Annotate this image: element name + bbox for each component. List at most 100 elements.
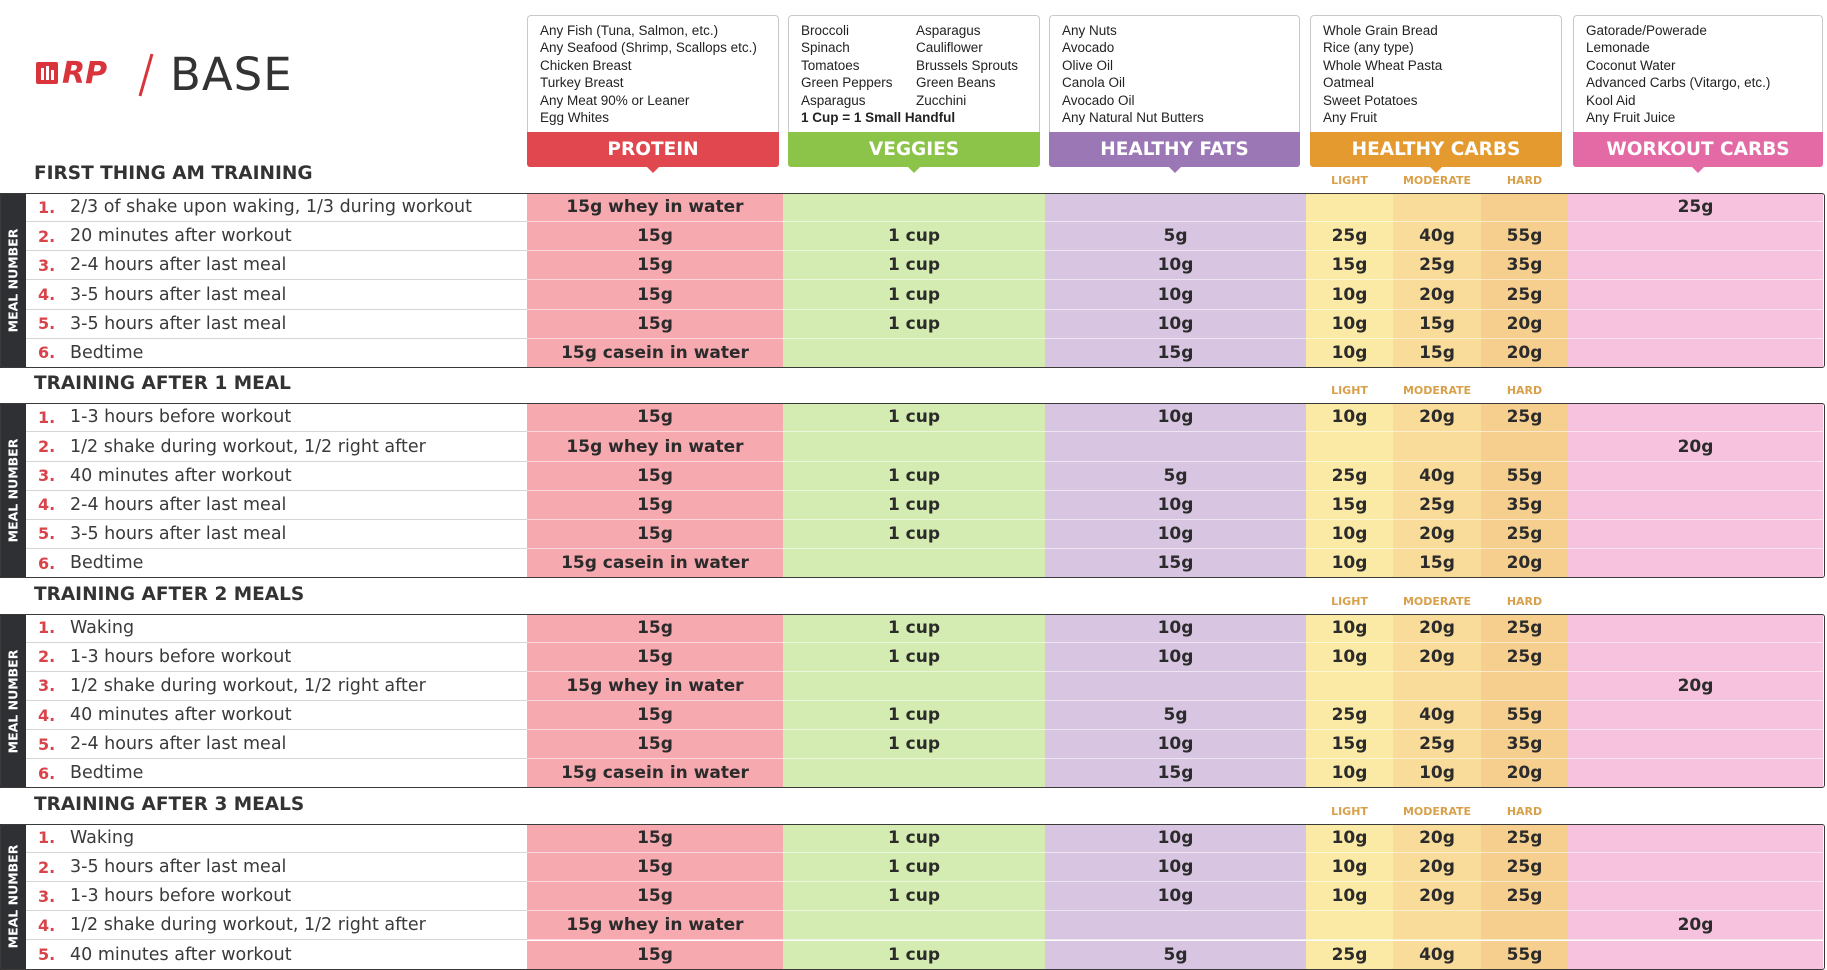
amount-cell bbox=[1568, 280, 1823, 310]
meal-text: 2/3 of shake upon waking, 1/3 during wor… bbox=[70, 197, 472, 218]
amount-cell: 25g bbox=[1481, 823, 1568, 854]
food-item: Olive Oil bbox=[1062, 57, 1114, 73]
amount-cell bbox=[783, 193, 1045, 223]
amount-cell bbox=[1306, 432, 1393, 462]
food-item: Brussels Sprouts bbox=[916, 57, 1019, 73]
food-item: Canola Oil bbox=[1062, 75, 1126, 91]
meal-number: 4. bbox=[38, 915, 56, 935]
amount-cell bbox=[1568, 549, 1823, 579]
amount-cell: 15g bbox=[527, 730, 783, 760]
amount-cell: 20g bbox=[1393, 519, 1481, 550]
meal-text: 3-5 hours after last meal bbox=[70, 313, 287, 334]
food-list: Any Fish (Tuna, Salmon, etc.) Any Seafood… bbox=[527, 15, 779, 132]
meal-text: 40 minutes after workout bbox=[70, 705, 292, 726]
meal-number: 2. bbox=[38, 857, 56, 877]
amount-cell: 40g bbox=[1393, 461, 1481, 491]
meal-description: 5. 40 minutes after workout bbox=[26, 940, 527, 970]
amount-cell: 10g bbox=[1306, 519, 1393, 550]
meal-text: 3-5 hours after last meal bbox=[70, 523, 287, 544]
amount-cell: 10g bbox=[1045, 882, 1306, 912]
amount-cell: 10g bbox=[1045, 853, 1306, 883]
amount-cell: 20g bbox=[1568, 671, 1823, 702]
amount-cell: 15g casein in water bbox=[527, 338, 783, 368]
carb-level: HARD bbox=[1506, 174, 1543, 187]
amount-cell bbox=[1568, 940, 1823, 970]
meal-text: 1-3 hours before workout bbox=[70, 886, 292, 907]
food-item: Any Natural Nut Butters bbox=[1062, 110, 1204, 126]
carb-level: LIGHT bbox=[1331, 594, 1368, 608]
amount-cell: 5g bbox=[1045, 222, 1306, 252]
amount-cell bbox=[1568, 222, 1823, 252]
amount-cell: 15g bbox=[1393, 549, 1481, 579]
side-label-text: MEAL NUMBER bbox=[5, 228, 21, 333]
meal-number: 6. bbox=[38, 553, 56, 573]
logo-text: RP bbox=[62, 56, 108, 91]
meal-text: Bedtime bbox=[70, 342, 144, 363]
food-list: Gatorade/Powerade Lemonade Coconut Water Ad… bbox=[1573, 15, 1823, 132]
food-item: Whole Wheat Pasta bbox=[1323, 57, 1443, 73]
label-pointer bbox=[1430, 167, 1442, 173]
amount-cell: 10g bbox=[1306, 613, 1393, 643]
meal-description: 1. Waking bbox=[26, 613, 527, 643]
food-group-label: PROTEIN bbox=[527, 132, 779, 167]
meal-text: Bedtime bbox=[70, 763, 144, 784]
label-pointer bbox=[908, 167, 920, 173]
side-label-text: MEAL NUMBER bbox=[5, 438, 21, 543]
amount-cell: 15g bbox=[1306, 730, 1393, 760]
meal-number: 4. bbox=[38, 705, 56, 725]
amount-cell: 15g bbox=[527, 403, 783, 433]
amount-cell: 10g bbox=[1045, 251, 1306, 281]
amount-cell: 1 cup bbox=[783, 701, 1045, 731]
amount-cell: 10g bbox=[1306, 642, 1393, 672]
meal-number: 5. bbox=[38, 524, 56, 544]
amount-cell bbox=[1568, 823, 1823, 854]
amount-cell: 10g bbox=[1393, 759, 1481, 789]
food-item: Kool Aid bbox=[1586, 92, 1636, 108]
amount-cell: 10g bbox=[1045, 613, 1306, 643]
amount-cell bbox=[1306, 193, 1393, 223]
amount-cell bbox=[1045, 911, 1306, 941]
meal-text: 40 minutes after workout bbox=[70, 465, 292, 486]
amount-cell: 25g bbox=[1393, 251, 1481, 281]
amount-cell: 15g bbox=[527, 309, 783, 339]
amount-cell: 1 cup bbox=[783, 642, 1045, 672]
food-item: Any Meat 90% or Leaner bbox=[540, 92, 690, 108]
amount-cell: 15g whey in water bbox=[527, 193, 783, 223]
food-item: Asparagus bbox=[916, 23, 981, 38]
amount-cell: 25g bbox=[1481, 280, 1568, 310]
meal-text: 1-3 hours before workout bbox=[70, 407, 292, 428]
amount-cell: 1 cup bbox=[783, 940, 1045, 970]
amount-cell: 15g bbox=[1045, 549, 1306, 579]
amount-cell: 1 cup bbox=[783, 251, 1045, 281]
food-item: Asparagus bbox=[801, 92, 866, 108]
food-item: Any Fruit bbox=[1323, 110, 1378, 126]
food-group-label: HEALTHY CARBS bbox=[1310, 132, 1562, 167]
food-item: Turkey Breast bbox=[540, 75, 624, 91]
label-pointer bbox=[647, 167, 659, 173]
amount-cell bbox=[1393, 193, 1481, 223]
amount-cell: 25g bbox=[1306, 222, 1393, 252]
amount-cell bbox=[1568, 309, 1823, 339]
carb-level: LIGHT bbox=[1331, 804, 1368, 818]
amount-cell: 15g bbox=[527, 222, 783, 252]
amount-cell: 25g bbox=[1306, 461, 1393, 491]
page-title: BASE bbox=[170, 48, 293, 101]
amount-cell: 40g bbox=[1393, 940, 1481, 970]
amount-cell bbox=[1481, 193, 1568, 223]
amount-cell: 10g bbox=[1306, 549, 1393, 579]
side-label-text: MEAL NUMBER bbox=[5, 844, 21, 949]
amount-cell: 15g bbox=[527, 642, 783, 672]
amount-cell: 15g bbox=[1306, 490, 1393, 520]
amount-cell bbox=[1045, 671, 1306, 702]
section-title: TRAINING AFTER 3 MEALS bbox=[34, 793, 305, 815]
food-column: Asparagus Cauliflower Brussels Sprouts Gree… bbox=[916, 22, 1018, 109]
amount-cell: 25g bbox=[1481, 642, 1568, 672]
amount-cell: 15g whey in water bbox=[527, 671, 783, 702]
amount-cell: 35g bbox=[1481, 490, 1568, 520]
amount-cell: 10g bbox=[1045, 642, 1306, 672]
meal-description: 4. 3-5 hours after last meal bbox=[26, 280, 527, 310]
amount-cell: 20g bbox=[1393, 403, 1481, 433]
food-item: Any Nuts bbox=[1062, 23, 1117, 38]
meal-text: 2-4 hours after last meal bbox=[70, 255, 287, 276]
meal-number: 3. bbox=[38, 886, 56, 906]
